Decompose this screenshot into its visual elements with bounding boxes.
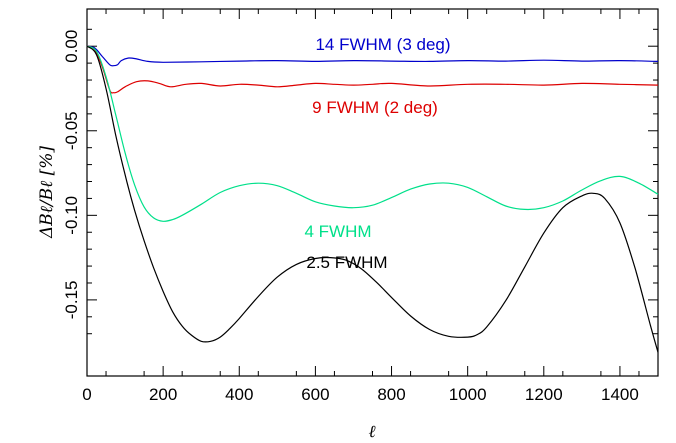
series-line [86,45,659,67]
series-line [86,45,659,222]
y-tick-label: -0.10 [62,196,81,235]
x-tick-label: 1400 [601,385,639,404]
series-label-14fwhm: 14 FWHM (3 deg) [315,35,450,54]
x-tick-label: 1200 [525,385,563,404]
series-line [86,45,659,94]
plot-frame [86,8,659,377]
series-line [86,45,659,353]
series-label-2p5fwhm: 2.5 FWHM [306,253,387,272]
y-axis-label: ΔBℓ/Bℓ [%] [37,146,57,239]
series-group [86,45,659,353]
y-tick-label: -0.15 [62,281,81,320]
x-axis-label: ℓ [368,422,375,442]
x-tick-label: 800 [377,385,405,404]
x-tick-label: 0 [82,385,91,404]
x-tick-label: 1000 [449,385,487,404]
axis-ticks: 0 200 400 600 800 1000 1200 1400 0.00 -0.05 -0.10 -… [62,9,658,404]
x-tick-label: 200 [149,385,177,404]
y-tick-label: 0.00 [62,30,81,63]
y-tick-label: -0.05 [62,111,81,150]
x-tick-label: 400 [225,385,253,404]
series-label-4fwhm: 4 FWHM [304,222,371,241]
x-tick-label: 600 [301,385,329,404]
series-label-9fwhm: 9 FWHM (2 deg) [312,98,438,117]
